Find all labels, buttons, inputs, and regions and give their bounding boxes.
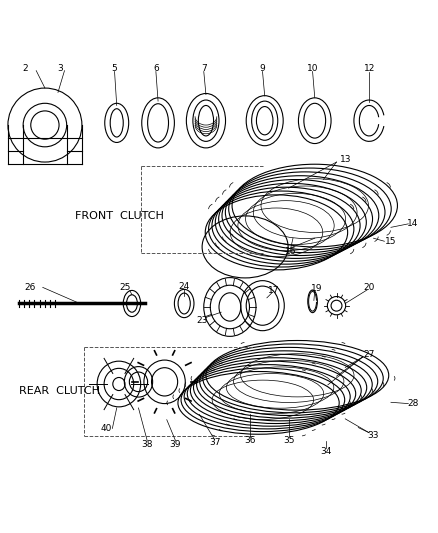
Text: 5: 5	[112, 64, 117, 73]
Text: 10: 10	[307, 64, 318, 73]
Text: 9: 9	[260, 64, 265, 73]
Text: 20: 20	[364, 283, 375, 292]
Text: 35: 35	[283, 436, 294, 445]
Text: 37: 37	[209, 438, 220, 447]
Text: 12: 12	[364, 64, 375, 73]
Text: 13: 13	[339, 156, 351, 164]
Text: 24: 24	[179, 281, 190, 290]
Text: 38: 38	[141, 440, 153, 449]
Text: 2: 2	[22, 64, 28, 73]
Text: 23: 23	[196, 316, 207, 325]
Text: 15: 15	[385, 237, 397, 246]
Text: 36: 36	[244, 436, 256, 445]
Text: 14: 14	[407, 220, 418, 228]
Text: 3: 3	[57, 64, 63, 73]
Text: 34: 34	[320, 447, 331, 456]
Text: 17: 17	[268, 286, 279, 295]
Text: 28: 28	[407, 399, 418, 408]
Text: FRONT  CLUTCH: FRONT CLUTCH	[75, 212, 164, 221]
Text: 33: 33	[368, 431, 379, 440]
Text: 39: 39	[170, 440, 181, 449]
Text: 19: 19	[311, 284, 323, 293]
Text: 27: 27	[364, 350, 375, 359]
Text: REAR  CLUTCH: REAR CLUTCH	[19, 385, 100, 395]
Text: 16: 16	[285, 247, 297, 256]
Text: 6: 6	[153, 64, 159, 73]
Text: 7: 7	[201, 64, 207, 73]
Text: 40: 40	[100, 424, 112, 433]
Text: 25: 25	[120, 283, 131, 292]
Text: 26: 26	[24, 283, 35, 292]
